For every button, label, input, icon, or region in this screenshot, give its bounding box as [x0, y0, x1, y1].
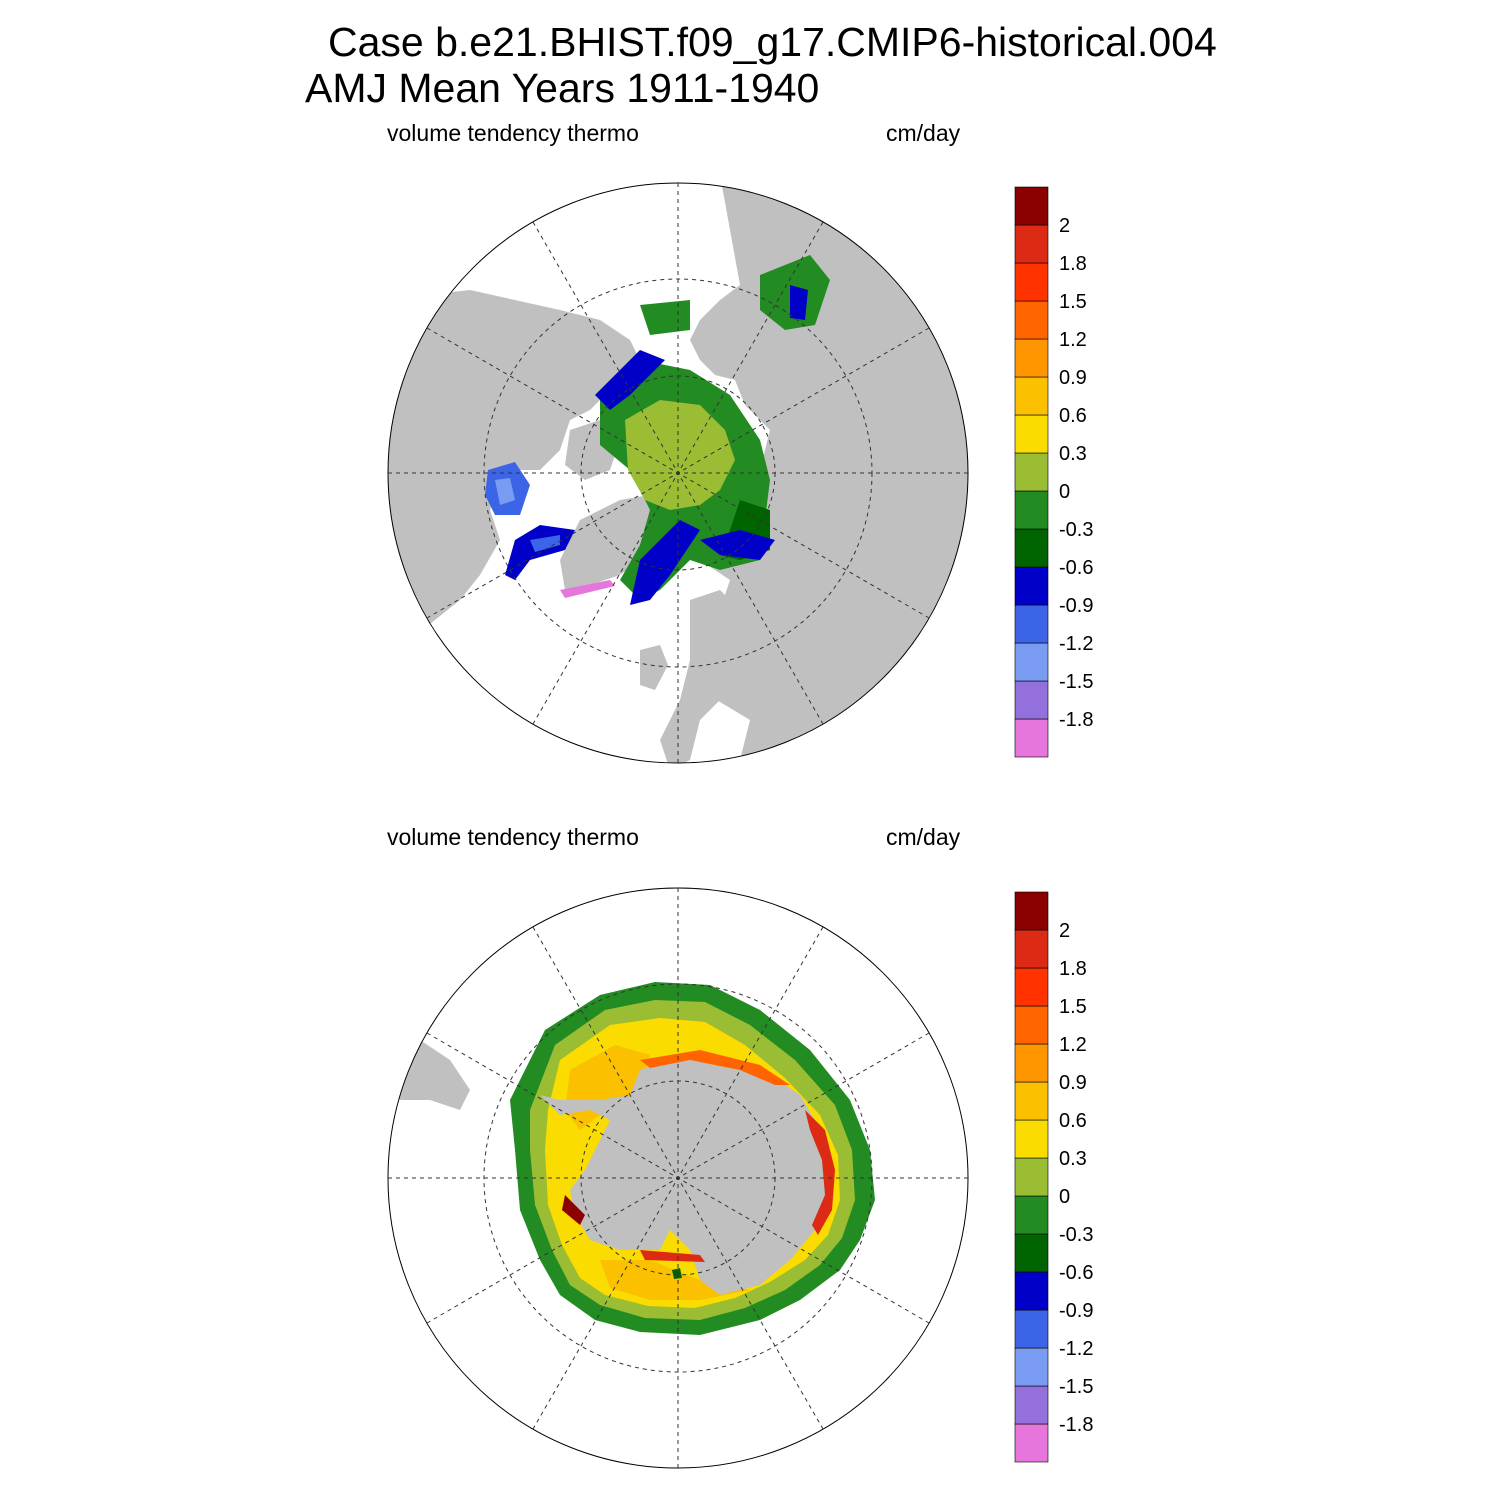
- colorbar-north-tick-label: -1.8: [1059, 709, 1093, 731]
- nh-ice-hudson-light: [495, 478, 515, 505]
- colorbar-south-swatch: [1014, 1043, 1049, 1083]
- colorbar-south-swatch: [1014, 929, 1049, 969]
- nh-ice-barents: [700, 530, 775, 560]
- colorbar-south-tick-label: -1.5: [1059, 1376, 1093, 1398]
- colorbar-south-tick-label: 0.3: [1059, 1148, 1087, 1170]
- colorbar-south-tick-label: 1.8: [1059, 958, 1087, 980]
- colorbar-south-tick-label: -1.2: [1059, 1338, 1093, 1360]
- colorbar-north-tick-label: 0.6: [1059, 405, 1087, 427]
- colorbar-south: -1.8 -1.5 -1.2 -0.9 -0.6 -0.3 0 0.3 0.6 0.9 1.2 1.5…: [1014, 891, 1093, 1463]
- nh-variable-label: volume tendency thermo: [387, 120, 639, 146]
- colorbar-north-swatch: [1014, 224, 1049, 264]
- nh-land-eurasia: [690, 183, 968, 763]
- nh-land-europe: [660, 590, 760, 763]
- colorbar-north-swatch: [1014, 338, 1049, 378]
- colorbar-south-swatch: [1014, 1081, 1049, 1121]
- nh-ice-bering: [640, 300, 690, 335]
- colorbar-south-swatch: [1014, 1309, 1049, 1349]
- colorbar-south-swatch: [1014, 1195, 1049, 1235]
- colorbar-north-tick-label: 2: [1059, 215, 1070, 237]
- colorbar-south-swatch: [1014, 1005, 1049, 1045]
- colorbar-north-swatch: [1014, 680, 1049, 720]
- colorbar-south-swatch: [1014, 1233, 1049, 1273]
- colorbar-north-swatch: [1014, 376, 1049, 416]
- sh-ice-ring-gold: [565, 1045, 750, 1300]
- colorbar-south-tick-label: -1.8: [1059, 1414, 1093, 1436]
- colorbar-north-tick-label: 1.2: [1059, 329, 1087, 351]
- nh-ice-edge-magenta: [560, 580, 615, 598]
- colorbar-north-tick-label: 1.8: [1059, 253, 1087, 275]
- colorbar-north: -1.8 -1.5 -1.2 -0.9 -0.6 -0.3 0 0.3 0.6 0.9 1.2 1.5…: [1014, 186, 1093, 758]
- colorbar-north-swatch: [1014, 718, 1049, 758]
- sh-variable-label: volume tendency thermo: [387, 824, 639, 850]
- colorbar-north-swatch: [1014, 300, 1049, 340]
- nh-ice-labrador-light: [530, 535, 560, 552]
- colorbar-south-swatch: [1014, 1385, 1049, 1425]
- colorbar-south-tick-label: 0.6: [1059, 1110, 1087, 1132]
- colorbar-south-swatch: [1014, 1119, 1049, 1159]
- colorbar-north-tick-label: 0: [1059, 481, 1070, 503]
- nh-land-greenland: [560, 495, 670, 590]
- colorbar-north-swatch: [1014, 490, 1049, 530]
- colorbar-south-swatch: [1014, 1157, 1049, 1197]
- colorbar-north-tick-label: -0.6: [1059, 557, 1093, 579]
- sh-ice-ross-dot: [672, 1268, 682, 1279]
- colorbar-north-tick-label: 0.3: [1059, 443, 1087, 465]
- colorbar-south-tick-label: -0.9: [1059, 1300, 1093, 1322]
- sh-ice-coast-darkred-west: [562, 1195, 585, 1225]
- colorbar-north-swatch: [1014, 642, 1049, 682]
- colorbar-north-swatch: [1014, 414, 1049, 454]
- colorbar-south-tick-label: -0.3: [1059, 1224, 1093, 1246]
- north-polar-map: [387, 182, 969, 764]
- colorbar-north-swatch: [1014, 566, 1049, 606]
- south-polar-map: [387, 887, 969, 1469]
- nh-ice-center-lightgreen: [625, 400, 735, 510]
- colorbar-north-tick-label: -1.2: [1059, 633, 1093, 655]
- colorbar-south-swatch: [1014, 1347, 1049, 1387]
- nh-units-label: cm/day: [886, 120, 961, 146]
- colorbar-north-tick-label: -1.5: [1059, 671, 1093, 693]
- sh-units-label: cm/day: [886, 824, 961, 850]
- colorbar-south-swatch: [1014, 891, 1049, 931]
- colorbar-north-swatch: [1014, 262, 1049, 302]
- colorbar-south-tick-label: 2: [1059, 920, 1070, 942]
- colorbar-south-swatch: [1014, 967, 1049, 1007]
- colorbar-north-tick-label: 0.9: [1059, 367, 1087, 389]
- colorbar-south-swatch: [1014, 1423, 1049, 1463]
- colorbar-north-swatch: [1014, 186, 1049, 226]
- sh-ice-coast-red-ross: [640, 1250, 705, 1262]
- nh-land-british-isles: [640, 645, 668, 690]
- colorbar-south-tick-label: 1.5: [1059, 996, 1087, 1018]
- colorbar-south-tick-label: -0.6: [1059, 1262, 1093, 1284]
- colorbar-north-swatch: [1014, 604, 1049, 644]
- colorbar-south-tick-label: 0.9: [1059, 1072, 1087, 1094]
- colorbar-north-swatch: [1014, 452, 1049, 492]
- sh-ice-coast-red-east: [805, 1110, 835, 1235]
- colorbar-south-swatch: [1014, 1271, 1049, 1311]
- colorbar-north-tick-label: -0.3: [1059, 519, 1093, 541]
- title-period: AMJ Mean Years 1911-1940: [305, 65, 820, 111]
- sh-land-antarctica: [540, 1055, 830, 1295]
- nh-ice-greenland-sea: [630, 520, 700, 605]
- colorbar-south-tick-label: 1.2: [1059, 1034, 1087, 1056]
- colorbar-north-tick-label: -0.9: [1059, 595, 1093, 617]
- nh-ice-edge-blue-pacific: [595, 350, 665, 410]
- title-case: Case b.e21.BHIST.f09_g17.CMIP6-historica…: [328, 19, 1217, 65]
- colorbar-south-tick-label: 0: [1059, 1186, 1070, 1208]
- colorbar-north-tick-label: 1.5: [1059, 291, 1087, 313]
- nh-ice-okhotsk-blue: [790, 285, 808, 320]
- colorbar-north-swatch: [1014, 528, 1049, 568]
